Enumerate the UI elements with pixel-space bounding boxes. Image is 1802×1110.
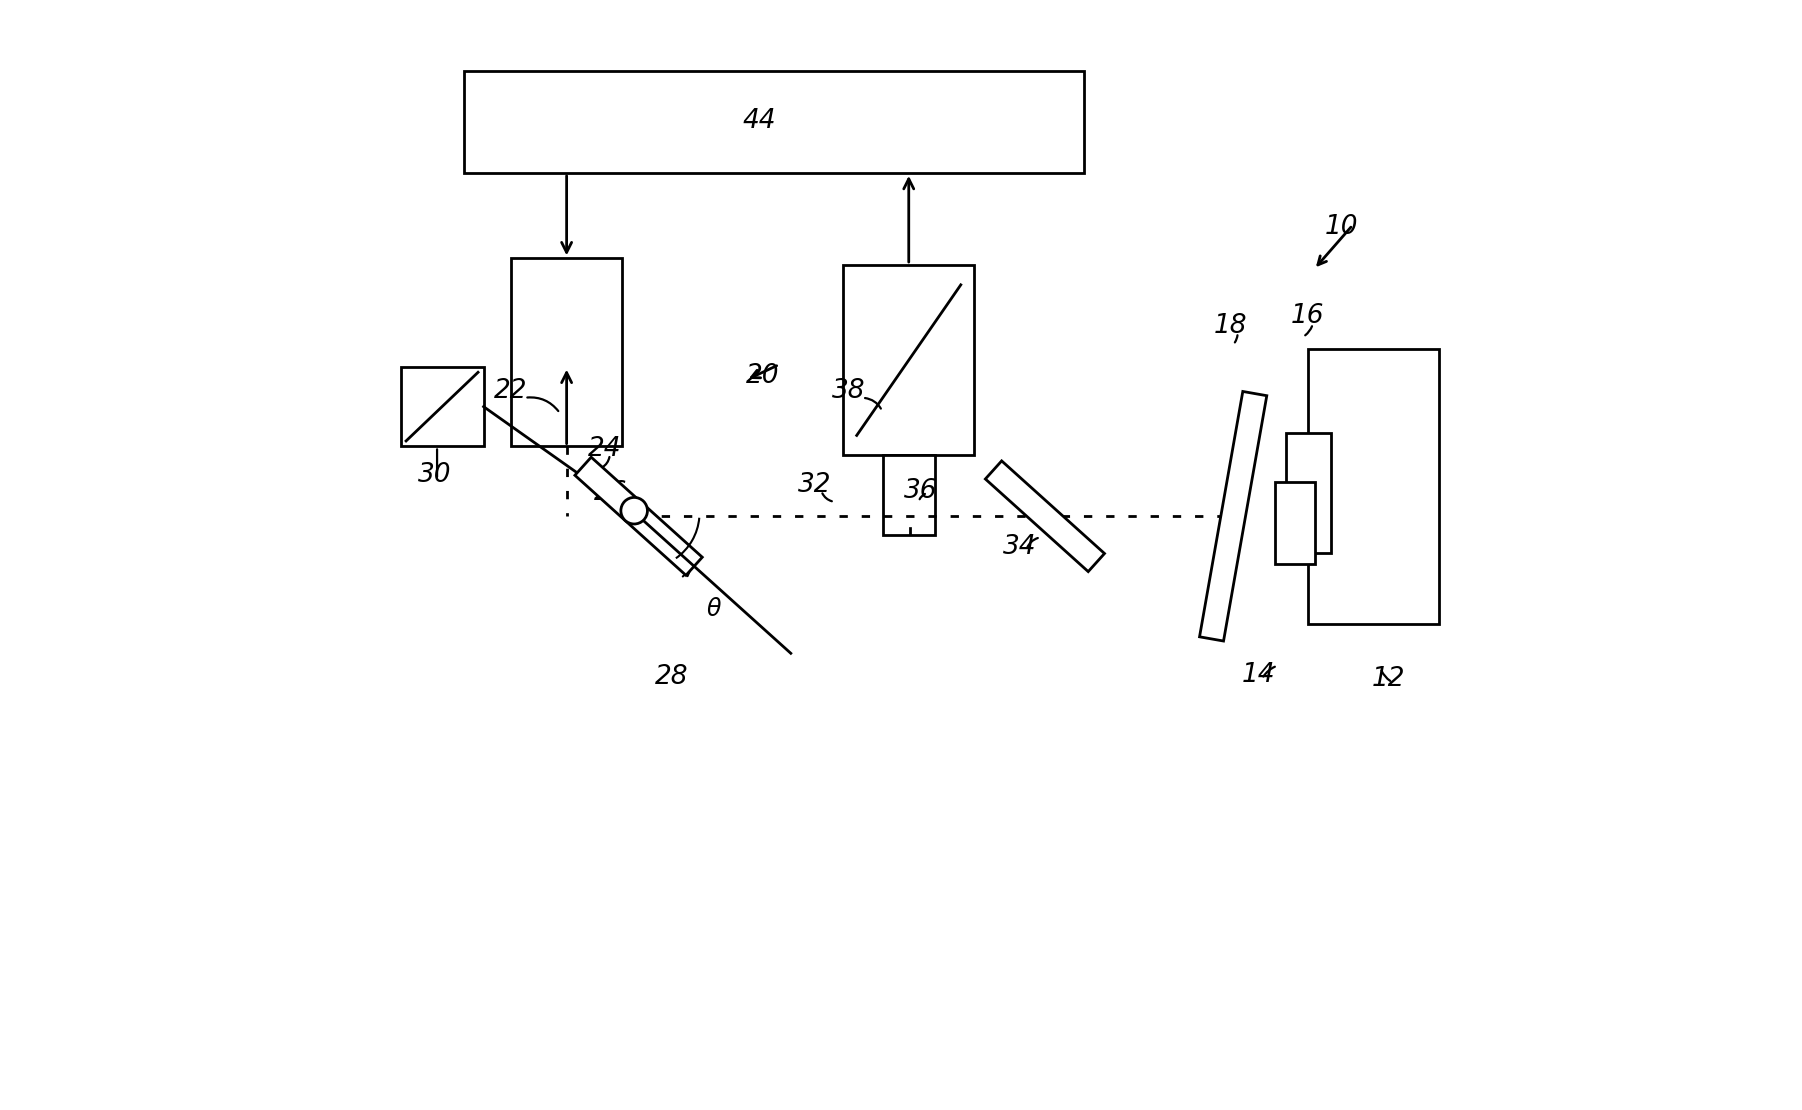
Polygon shape [575, 457, 703, 575]
Polygon shape [986, 461, 1105, 572]
Text: 14: 14 [1242, 662, 1276, 687]
Bar [1308, 349, 1440, 624]
Bar [1287, 433, 1330, 553]
Bar [400, 366, 483, 446]
Text: 34: 34 [1002, 534, 1036, 561]
Text: 36: 36 [905, 477, 937, 504]
Text: 16: 16 [1290, 303, 1324, 329]
Text: θ: θ [706, 597, 721, 622]
Circle shape [622, 497, 647, 524]
Text: 22: 22 [494, 379, 526, 404]
Bar [883, 455, 935, 535]
Bar [512, 259, 622, 446]
Text: 26: 26 [595, 480, 627, 506]
Text: 24: 24 [587, 436, 622, 462]
Text: 38: 38 [833, 379, 865, 404]
Text: 20: 20 [746, 363, 778, 388]
Text: 30: 30 [418, 462, 452, 488]
Text: 12: 12 [1371, 666, 1406, 692]
Bar [1276, 482, 1315, 564]
Text: 28: 28 [656, 664, 688, 689]
Text: 44: 44 [742, 108, 777, 134]
Polygon shape [1200, 392, 1267, 642]
Text: 10: 10 [1324, 214, 1359, 240]
Bar [843, 265, 975, 455]
Bar [463, 71, 1083, 173]
Text: 18: 18 [1215, 313, 1247, 339]
Text: 32: 32 [798, 472, 831, 498]
